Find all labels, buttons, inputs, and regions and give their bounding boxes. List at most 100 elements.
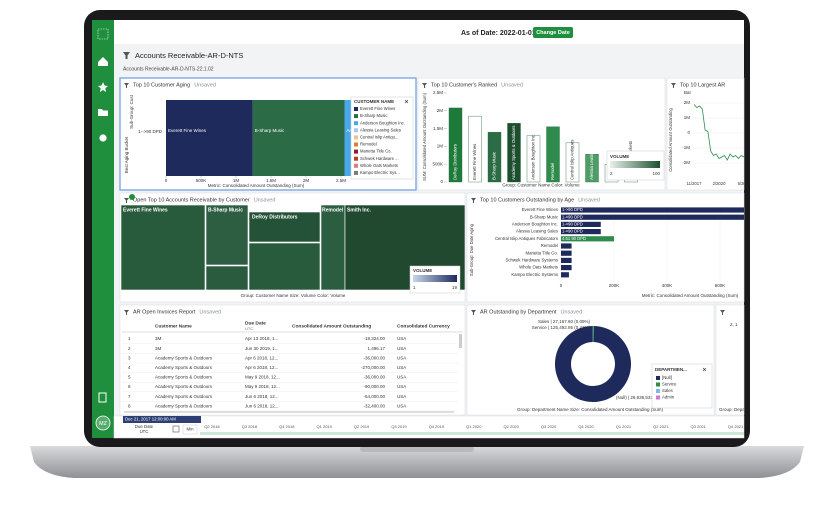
quarter-label: Q2 2018 xyxy=(204,424,220,429)
panel-status: Unsaved xyxy=(560,310,582,316)
bar-label: 1->90 DPD xyxy=(562,229,583,234)
filter-icon[interactable] xyxy=(720,310,725,315)
filter-icon[interactable] xyxy=(471,310,476,315)
footer-label: Group: Customer Name Color: Volume xyxy=(502,183,580,188)
column-header: Customer Name xyxy=(155,323,192,329)
table-cell: Apr 6 2018, 12... xyxy=(245,365,278,370)
quarter-label: Q1 2021 xyxy=(616,424,632,429)
legend-swatch xyxy=(354,128,358,133)
panel-title-text: Open Top 10 Accounts Receivable by Custo… xyxy=(133,198,250,204)
legend-label: Everett Fine Wines xyxy=(360,106,395,111)
table-cell: May 9 2018, 12... xyxy=(245,375,280,380)
legend-swatch xyxy=(354,135,358,140)
bar xyxy=(448,107,463,183)
table-cell: 4 xyxy=(128,365,131,370)
settings-icon[interactable] xyxy=(99,134,107,142)
dashboard-title: Accounts Receivable-AR-D-NTS xyxy=(135,51,243,60)
y-tick-label: 500K xyxy=(432,161,443,166)
table-cell: Academy Sports & Outdoors xyxy=(155,403,213,408)
y-tick-label: Kampo Electric Systems xyxy=(511,272,558,277)
x-tick-label: 0 xyxy=(560,283,563,288)
treemap-cell xyxy=(205,204,249,266)
table-cell: -90,000.00 xyxy=(363,384,385,389)
quarter-label: Q1 2020 xyxy=(466,424,482,429)
x-tick-label: 1.5M xyxy=(266,178,276,183)
panel-content: Open Top 10 Accounts Receivable by Custo… xyxy=(120,194,465,298)
table-cell: Apr 6 2018, 12... xyxy=(245,355,278,360)
column-subheader: UTC xyxy=(245,326,253,331)
star-icon[interactable] xyxy=(98,82,108,92)
y-tick-label: Alessia Leasing Sales xyxy=(516,229,558,234)
filter-icon[interactable] xyxy=(124,310,129,315)
folder-icon[interactable] xyxy=(98,109,108,116)
legend-swatch xyxy=(656,389,660,393)
selected-chip[interactable] xyxy=(123,416,201,423)
quarter-label: Q3 2020 xyxy=(541,424,557,429)
bar-category: Anderson Boughton Inc. xyxy=(531,134,536,180)
calendar-icon[interactable] xyxy=(172,425,180,433)
x-tick-label: 2/2020 xyxy=(713,181,726,186)
y-tick-label: Marietta Title Co. xyxy=(526,250,558,255)
x-tick-label: 500K xyxy=(196,178,207,183)
logout-icon[interactable] xyxy=(98,392,107,403)
legend-label: Sales xyxy=(662,388,673,393)
filter-icon[interactable] xyxy=(422,83,427,88)
filter-icon[interactable] xyxy=(124,198,129,203)
x-tick-label: 2.5M xyxy=(336,178,346,183)
panel-title: AR Outstanding by Department Unsaved xyxy=(480,310,582,316)
legend-swatch xyxy=(354,114,358,119)
legend-label: Alessia Leasing Sales xyxy=(360,127,401,132)
y-tick-label: 0 xyxy=(687,130,690,135)
mode-box[interactable] xyxy=(182,424,198,435)
filter-icon[interactable] xyxy=(124,83,129,88)
table-cell: -270,000.00 xyxy=(361,365,386,370)
treemap-label: Remodel xyxy=(322,207,344,213)
panel-title-text: AR Outstanding by Department xyxy=(480,310,557,316)
table-cell: USA xyxy=(397,346,406,351)
filter-icon[interactable] xyxy=(471,198,476,203)
y-tick-label: 2M xyxy=(684,100,691,105)
filter-icon[interactable] xyxy=(671,83,676,88)
table-cell: 3 xyxy=(128,355,131,360)
donut-slice xyxy=(592,326,594,343)
y-tick-label: Whole Oats Markets xyxy=(519,265,558,270)
bar xyxy=(561,236,614,242)
slice-label: (Null) | 29,939,533... xyxy=(616,395,657,400)
panel-title: Open Top 10 Accounts Receivable by Custo… xyxy=(133,198,275,204)
panel-title-text: AR Open Invoices Report xyxy=(133,310,196,316)
y-tick-label: 0 xyxy=(440,179,443,184)
filter-icon[interactable] xyxy=(123,52,130,59)
field-label: Due Date xyxy=(135,424,154,429)
legend-label: Admin xyxy=(662,395,675,400)
table-cell: -32,400.00 xyxy=(363,403,385,408)
scrollbar[interactable] xyxy=(459,334,462,348)
table-cell: 3M xyxy=(155,336,162,341)
bar xyxy=(561,243,572,249)
table-cell: Jun 6 2018, 12... xyxy=(245,394,279,399)
y-tick-label: Everett Fine Wines xyxy=(522,207,558,212)
legend-close[interactable] xyxy=(404,99,409,104)
change-date-label[interactable]: Change Date xyxy=(536,30,570,36)
legend-label: Anderson Boughton Inc. xyxy=(360,120,405,125)
x-tick-label: 400K xyxy=(662,283,673,288)
panel-title-text: Top 10 Largest AR xyxy=(680,83,725,89)
table-cell: Jun 6 2018, 12... xyxy=(245,403,279,408)
table-cell: 8 xyxy=(128,403,131,408)
panel-content: AR Outstanding by Department Unsaved Sales… xyxy=(471,310,713,412)
panel-content: Top 10 Customer Aging Unsaved Best Aging B… xyxy=(124,83,414,188)
hscrollbar[interactable] xyxy=(124,411,454,413)
metric-label: Metric: Consolidated Amount Outstanding … xyxy=(208,183,305,188)
legend-swatch xyxy=(656,395,660,400)
table-cell: Jun 30 2019, 1... xyxy=(245,346,279,351)
legend-close[interactable] xyxy=(702,367,707,372)
bar xyxy=(561,221,601,227)
panel-title: Top 10 Customer's Ranked Unsaved xyxy=(431,83,523,89)
bar xyxy=(468,115,482,183)
y-axis-label: Best Aging Bucket xyxy=(124,136,129,173)
home-icon[interactable] xyxy=(98,57,108,66)
avatar[interactable] xyxy=(95,415,111,431)
quarter-label: Q2 2019 xyxy=(354,424,370,429)
change-date-button[interactable] xyxy=(533,27,573,38)
volume-gradient xyxy=(610,161,660,168)
slice-label: Service | 125,492.95 (0.41%) xyxy=(532,325,591,330)
